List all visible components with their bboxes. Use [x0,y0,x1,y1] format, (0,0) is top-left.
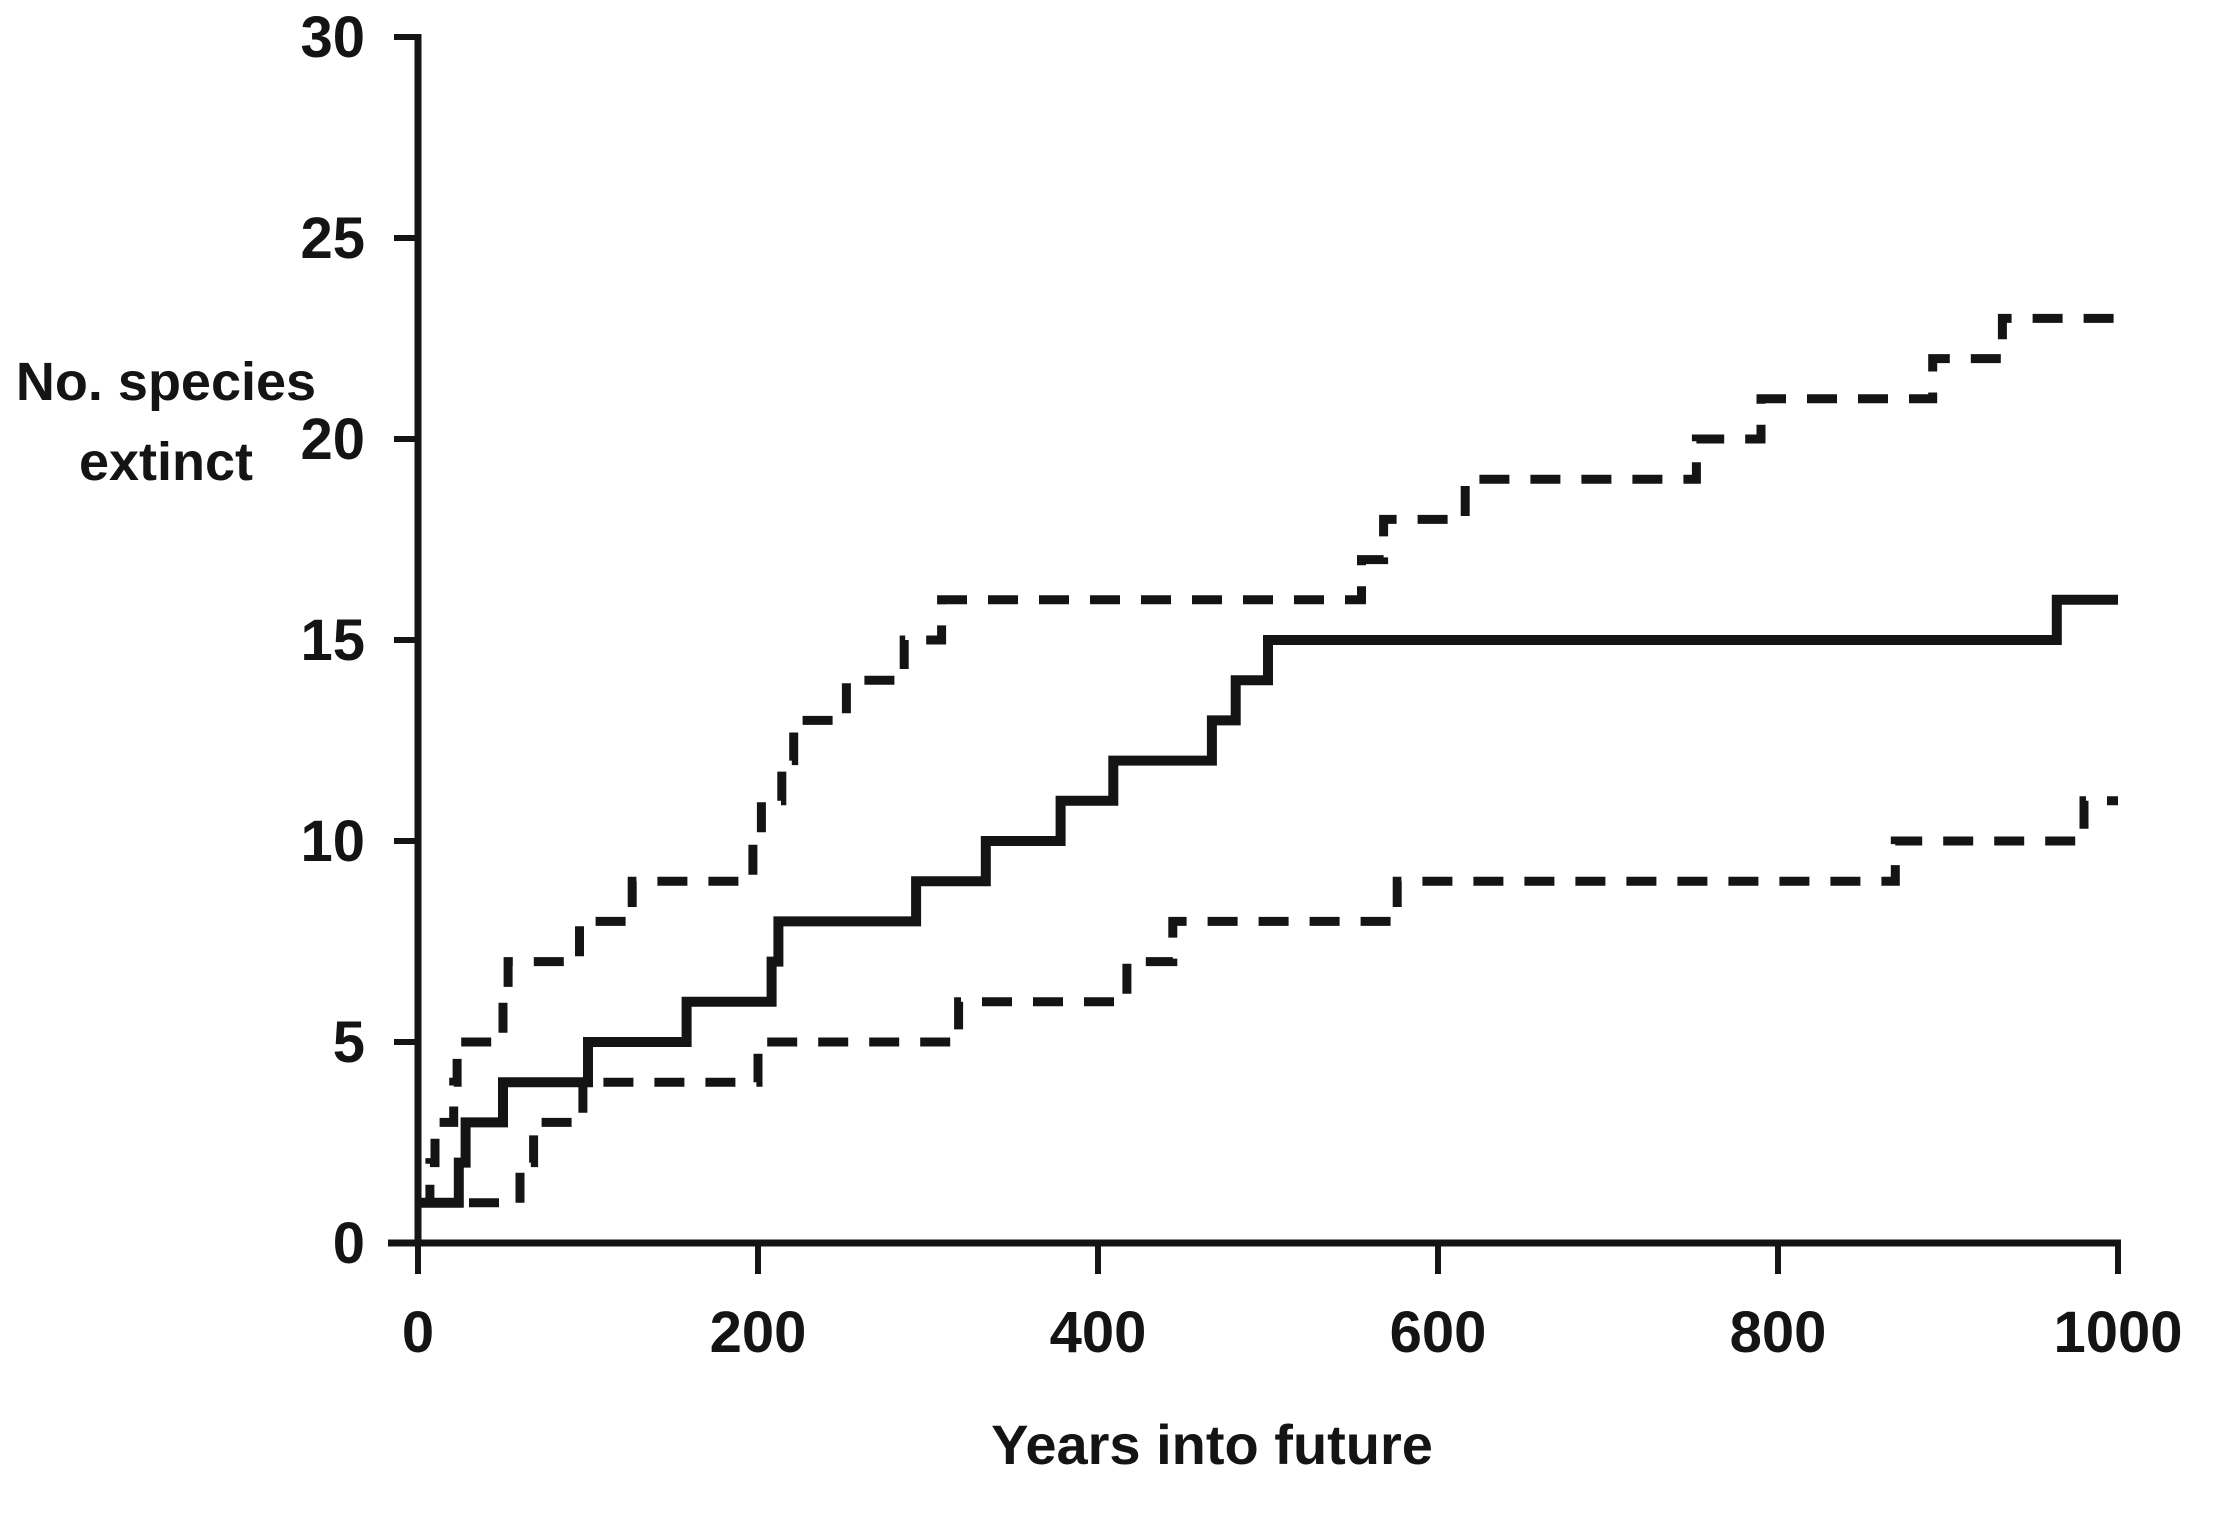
x-tick-label: 0 [402,1300,434,1365]
x-tick-label: 200 [710,1300,807,1365]
y-axis-title-line2: extinct [78,432,254,492]
median-estimate-line [418,594,2118,1208]
y-tick-label: 15 [300,608,365,673]
y-axis-title: No. species extinct [6,342,326,502]
y-tick-label: 0 [333,1211,365,1276]
x-tick-label: 800 [1730,1300,1827,1365]
y-axis-title-line1: No. species [15,352,317,412]
y-tick-label: 30 [300,5,365,70]
lower-95ci-line [418,796,2118,1208]
x-tick-label: 600 [1390,1300,1487,1365]
y-tick-label: 20 [300,407,365,472]
y-tick-label: 25 [300,206,365,271]
y-tick-label: 5 [333,1010,365,1075]
x-axis-title: Years into future [991,1413,1433,1476]
upper-95ci-line [418,313,2118,1208]
y-tick-label: 10 [300,809,365,874]
x-tick-label: 400 [1050,1300,1147,1365]
x-tick-label: 1000 [2053,1300,2182,1365]
